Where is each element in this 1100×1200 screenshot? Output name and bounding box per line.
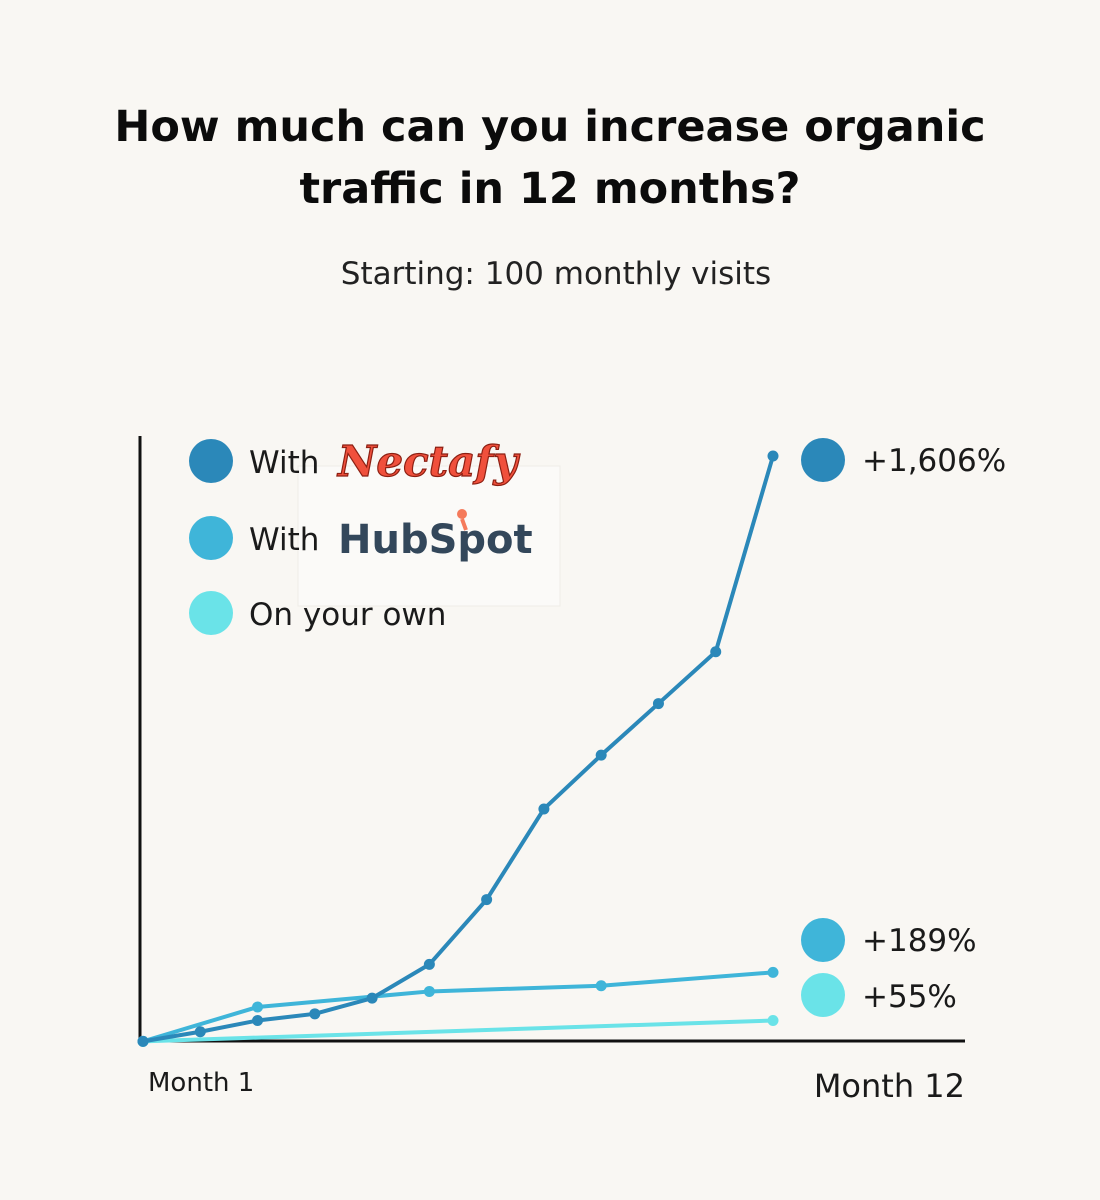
- legend-item-own: On your own: [189, 591, 446, 635]
- data-point-nectafy-8: [538, 803, 550, 815]
- legend-item-nectafy: With Nectafy: [189, 436, 521, 487]
- data-point-nectafy-3: [252, 1015, 264, 1027]
- chart-subtitle: Starting: 100 monthly visits: [340, 256, 772, 292]
- series-layer: [137, 450, 779, 1047]
- data-point-nectafy-6: [423, 958, 435, 970]
- data-point-nectafy-1: [137, 1035, 149, 1047]
- legend-label-own: On your own: [249, 597, 446, 633]
- nectafy-logo: Nectafy: [336, 437, 520, 486]
- data-point-hubspot-2: [252, 1001, 264, 1013]
- end-label-hubspot-text: +189%: [862, 923, 977, 959]
- data-point-hubspot-5: [767, 966, 779, 978]
- data-point-nectafy-9: [595, 749, 607, 761]
- end-label-own: +55%: [801, 973, 957, 1017]
- end-marker-own: [801, 973, 845, 1017]
- hubspot-sprocket-icon: [457, 509, 468, 531]
- legend: With Nectafy With HubSpot On your own: [189, 436, 533, 635]
- legend-swatch-nectafy: [189, 439, 233, 483]
- legend-swatch-own: [189, 591, 233, 635]
- data-point-nectafy-11: [710, 646, 722, 658]
- data-point-hubspot-3: [423, 985, 435, 997]
- chart-title-line-2: traffic in 12 months?: [299, 164, 801, 214]
- data-point-nectafy-7: [481, 894, 493, 906]
- chart-title-line-1: How much can you increase organic: [114, 102, 986, 152]
- legend-swatch-hubspot: [189, 516, 233, 560]
- end-marker-hubspot: [801, 918, 845, 962]
- end-label-hubspot: +189%: [801, 918, 977, 962]
- legend-logo-panel: [297, 465, 561, 607]
- data-point-nectafy-10: [652, 698, 664, 710]
- hubspot-logo: HubSpot: [338, 517, 533, 563]
- legend-label-hubspot: With: [249, 522, 319, 558]
- data-point-hubspot-4: [595, 980, 607, 992]
- end-label-own-text: +55%: [862, 979, 957, 1015]
- data-point-nectafy-4: [309, 1008, 321, 1020]
- series-line-nectafy: [142, 455, 775, 1044]
- legend-label-nectafy: With: [249, 445, 319, 481]
- chart-title: How much can you increase organic traffi…: [0, 96, 1100, 220]
- data-point-nectafy-12: [767, 450, 779, 462]
- end-marker-nectafy: [801, 438, 845, 482]
- data-point-nectafy-5: [366, 992, 378, 1004]
- x-end-label: Month 12: [814, 1067, 965, 1105]
- data-point-own-2: [767, 1015, 779, 1027]
- series-line-own: [142, 1018, 774, 1044]
- x-start-label: Month 1: [148, 1068, 254, 1098]
- data-point-nectafy-2: [194, 1026, 206, 1038]
- end-label-nectafy-text: +1,606%: [862, 443, 1006, 479]
- legend-item-hubspot: With HubSpot: [189, 509, 533, 563]
- end-label-nectafy: +1,606%: [801, 438, 1006, 482]
